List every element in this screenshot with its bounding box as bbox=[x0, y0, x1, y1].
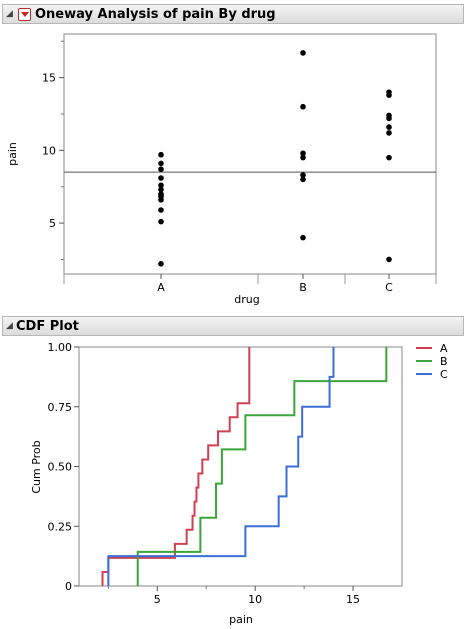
oneway-y-tick-label: 5 bbox=[49, 217, 56, 230]
cdf-series-b[interactable] bbox=[136, 347, 388, 586]
data-point[interactable] bbox=[158, 261, 164, 267]
cdf-series-a[interactable] bbox=[101, 347, 251, 586]
cdf-y-tick-label: 0.50 bbox=[48, 461, 73, 474]
data-point[interactable] bbox=[386, 130, 392, 136]
cdf-title: CDF Plot bbox=[16, 318, 79, 334]
data-point[interactable] bbox=[300, 103, 306, 110]
oneway-x-axis-title: drug bbox=[234, 293, 259, 306]
data-point[interactable] bbox=[300, 50, 306, 56]
data-point[interactable] bbox=[158, 182, 164, 189]
disclosure-down-icon[interactable]: ◢ bbox=[6, 321, 13, 331]
data-point[interactable] bbox=[300, 176, 306, 183]
data-point[interactable] bbox=[386, 154, 392, 161]
oneway-plot-frame bbox=[63, 33, 437, 275]
cdf-plot-frame bbox=[78, 346, 403, 587]
red-triangle-menu-icon[interactable] bbox=[18, 7, 31, 21]
cdf-y-tick-label: 0 bbox=[65, 580, 72, 593]
data-point[interactable] bbox=[386, 92, 392, 98]
data-point[interactable] bbox=[386, 124, 392, 130]
legend-label[interactable]: C bbox=[440, 368, 448, 381]
data-point[interactable] bbox=[386, 256, 392, 263]
data-point[interactable] bbox=[300, 172, 306, 178]
data-point[interactable] bbox=[158, 197, 164, 203]
data-point[interactable] bbox=[158, 166, 164, 173]
cdf-chart: 0 0.25 0.50 0.75 1.00 5 10 15 ABC Cum Prob pain bbox=[30, 341, 448, 626]
cdf-y-tick-label: 0.75 bbox=[48, 401, 73, 414]
legend-label[interactable]: A bbox=[440, 342, 448, 355]
cdf-x-axis-title: pain bbox=[229, 613, 253, 626]
oneway-header[interactable]: ◢ Oneway Analysis of pain By drug bbox=[2, 4, 464, 24]
disclosure-down-icon[interactable]: ◢ bbox=[6, 9, 13, 19]
cdf-x-tick-label: 5 bbox=[154, 593, 161, 606]
data-point[interactable] bbox=[158, 218, 164, 225]
data-point[interactable] bbox=[158, 160, 164, 167]
data-point[interactable] bbox=[158, 175, 164, 181]
cdf-y-tick-label: 0.25 bbox=[48, 520, 73, 533]
oneway-y-axis-title: pain bbox=[6, 142, 19, 166]
data-point[interactable] bbox=[386, 115, 392, 122]
oneway-y-tick-label: 15 bbox=[42, 72, 56, 85]
oneway-chart: 5 10 15 A B C pain drug bbox=[6, 33, 437, 306]
oneway-x-tick-label: C bbox=[385, 281, 393, 294]
cdf-header[interactable]: ◢ CDF Plot bbox=[2, 316, 464, 336]
cdf-series-c[interactable] bbox=[107, 347, 335, 586]
oneway-x-tick-label: A bbox=[157, 281, 165, 294]
data-point[interactable] bbox=[300, 154, 306, 161]
cdf-y-tick-label: 1.00 bbox=[48, 341, 73, 354]
data-point[interactable] bbox=[158, 186, 164, 193]
data-point[interactable] bbox=[300, 234, 306, 241]
data-point[interactable] bbox=[158, 151, 164, 158]
data-point[interactable] bbox=[158, 207, 164, 213]
legend-label[interactable]: B bbox=[440, 355, 448, 368]
oneway-y-tick-label: 10 bbox=[42, 144, 56, 157]
cdf-x-tick-label: 15 bbox=[346, 593, 360, 606]
cdf-x-tick-label: 10 bbox=[248, 593, 262, 606]
oneway-x-tick-label: B bbox=[299, 281, 307, 294]
data-point[interactable] bbox=[300, 150, 306, 157]
cdf-y-axis-title: Cum Prob bbox=[30, 440, 43, 493]
oneway-title: Oneway Analysis of pain By drug bbox=[35, 6, 276, 22]
